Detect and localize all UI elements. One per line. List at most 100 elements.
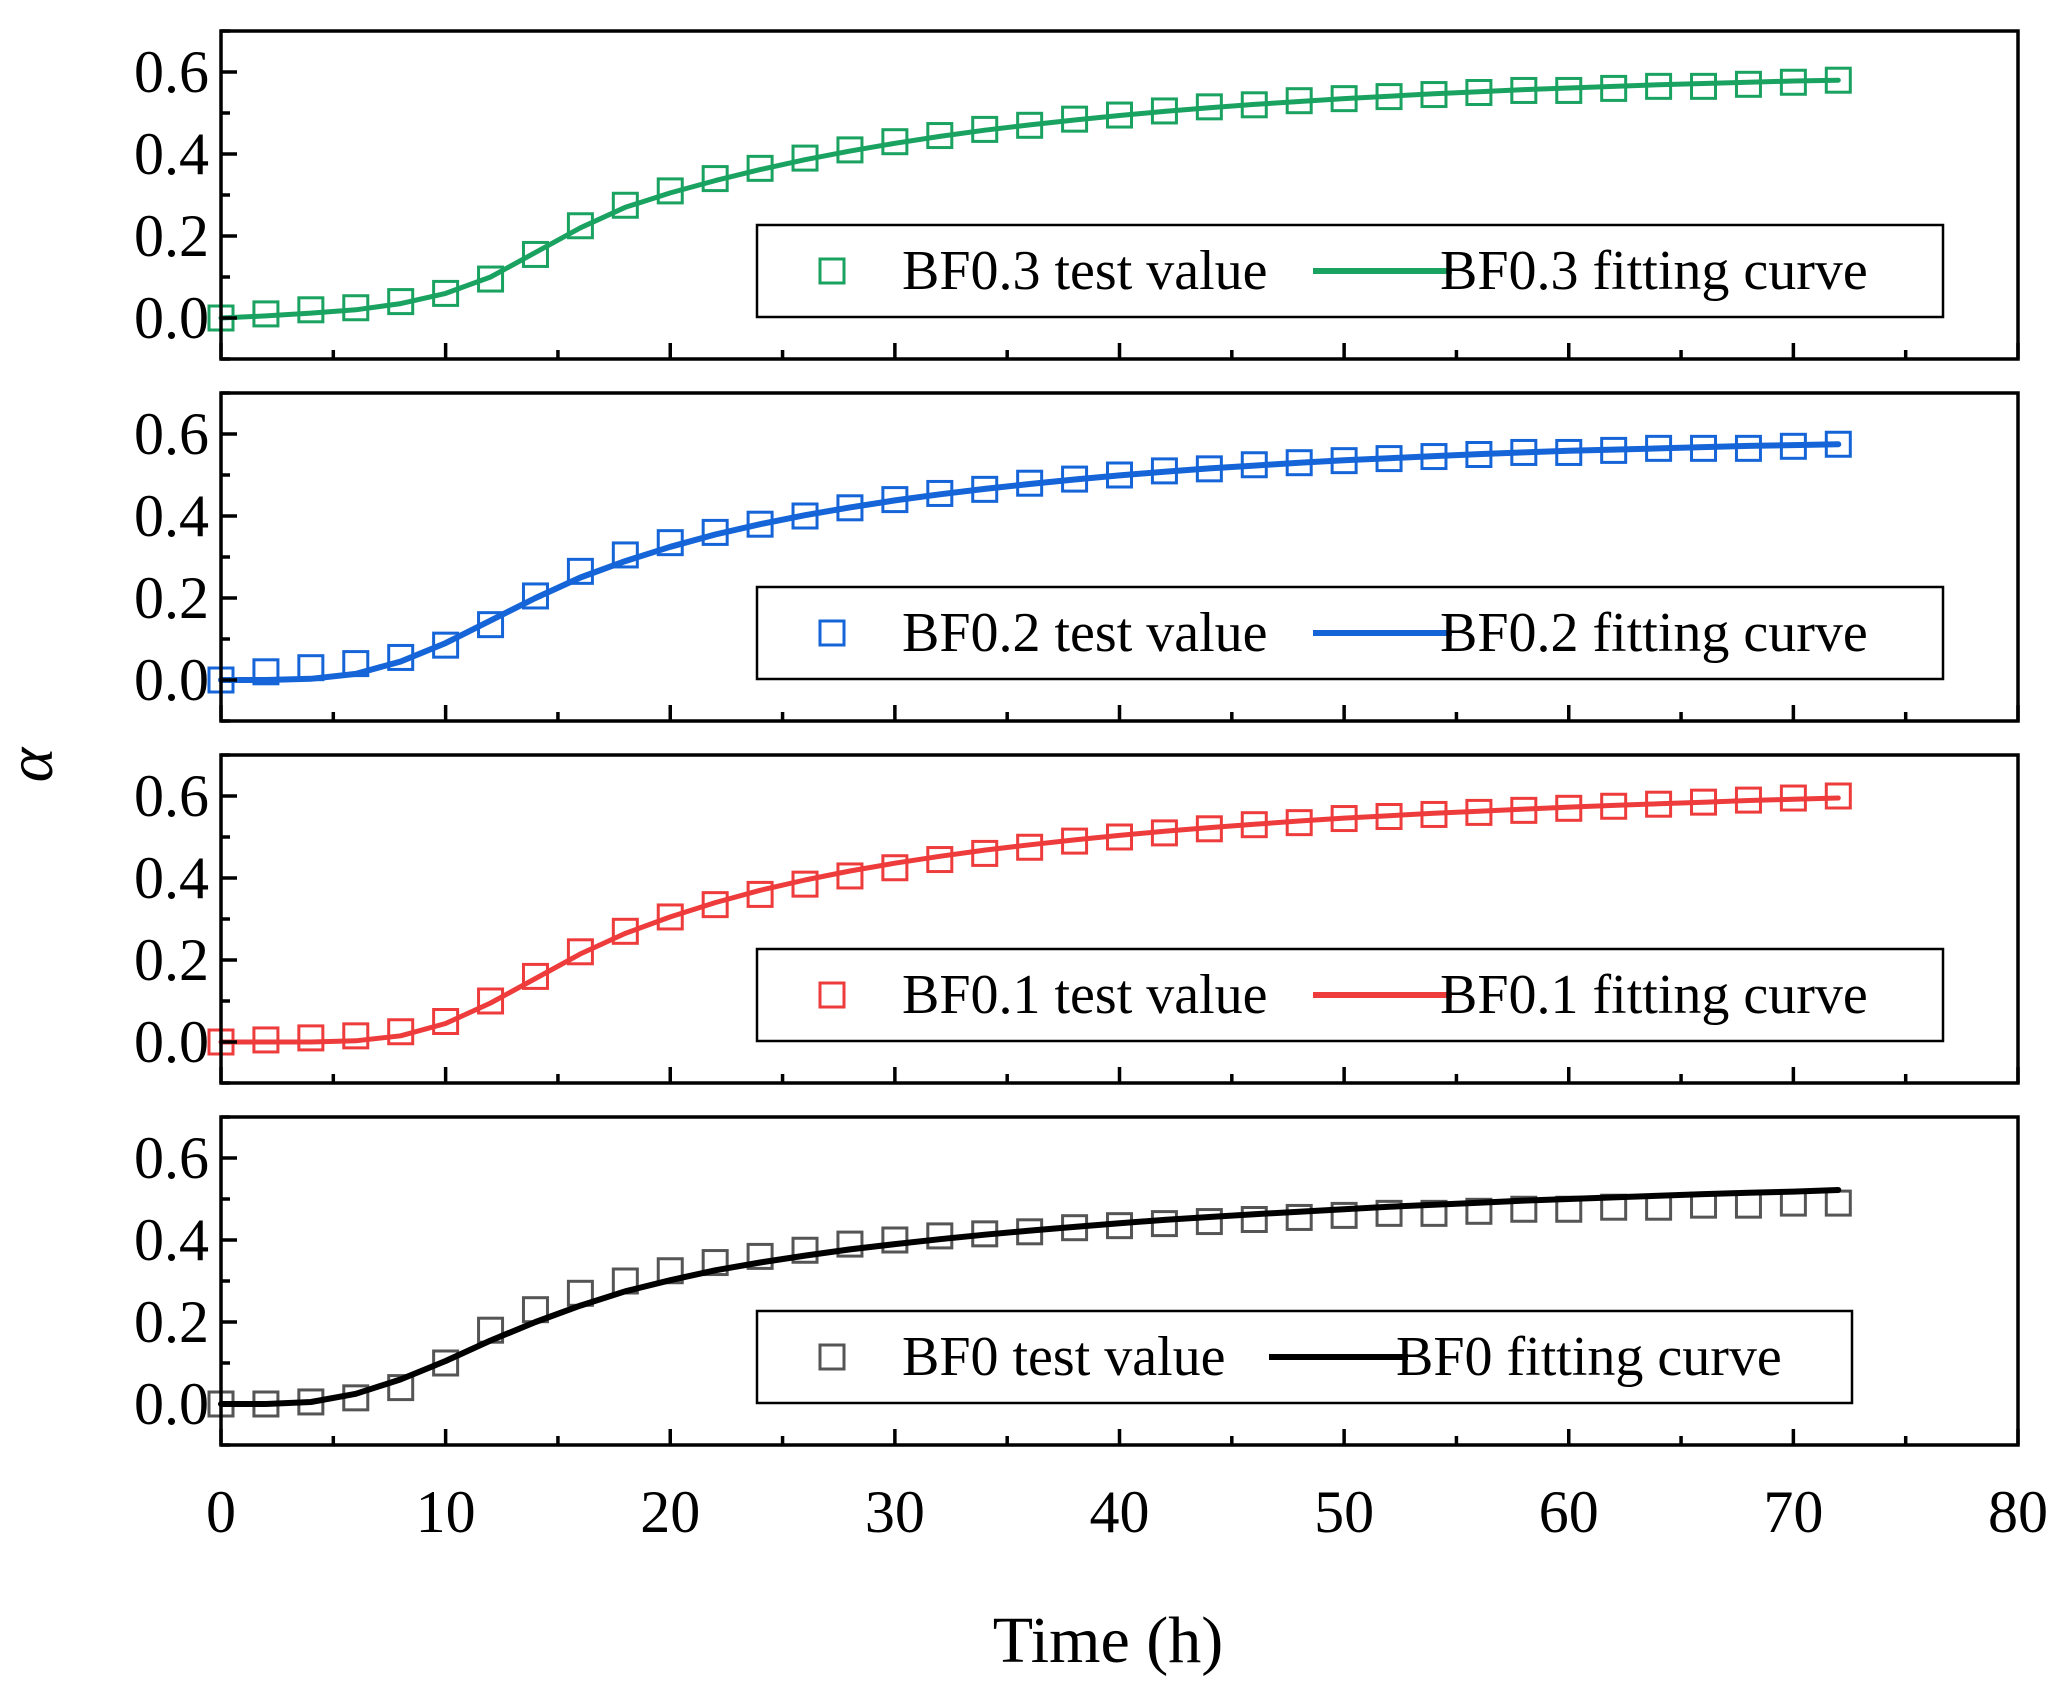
- bf03-test-marker: [387, 288, 415, 316]
- panel-bf02: 0.0 0.2 0.4 0.6 BF0.2 test value BF0.2 fitt…: [134, 391, 2020, 723]
- panel-bf03-legend: BF0.3 test value BF0.3 fitting curve: [755, 223, 1945, 319]
- y-tick-label: 0.2: [134, 927, 209, 993]
- y-tick-label: 0.4: [134, 121, 209, 187]
- bf01-test-marker: [926, 846, 954, 874]
- bf0-test-marker: [1510, 1195, 1538, 1223]
- bf0-test-marker: [1375, 1199, 1403, 1227]
- y-tick-label: 0.2: [134, 203, 209, 269]
- x-axis-tick-labels: 0 10 20 30 40 50 60 70 80: [206, 1479, 2048, 1545]
- y-tick-label: 0.6: [134, 1125, 209, 1191]
- legend-test-label: BF0.2 test value: [902, 602, 1268, 664]
- bf03-fitting-curve: [218, 77, 1841, 321]
- y-tick-label: 0.0: [134, 285, 209, 351]
- bf03-test-marker: [971, 115, 999, 143]
- bf01-test-marker: [387, 1018, 415, 1046]
- panel-bf03-ticks: 0.0 0.2 0.4 0.6: [134, 29, 2020, 361]
- panel-bf01-ticks: 0.0 0.2 0.4 0.6: [134, 753, 2020, 1085]
- bf03-test-marker: [656, 177, 684, 205]
- legend-test-label: BF0.3 test value: [902, 240, 1268, 302]
- panel-bf02-series: [207, 430, 1852, 694]
- y-axis-title: α: [0, 746, 67, 782]
- bf01-test-marker: [252, 1026, 280, 1054]
- bf01-test-marker: [1285, 809, 1313, 837]
- bf03-test-marker: [791, 144, 819, 172]
- bf01-test-marker: [521, 962, 549, 990]
- panel-bf0-legend: BF0 test value BF0 fitting curve: [755, 1309, 1854, 1405]
- bf01-test-marker: [1195, 815, 1223, 843]
- bf03-test-marker: [1375, 83, 1403, 111]
- bf03-test-marker: [521, 240, 549, 268]
- y-tick-label: 0.6: [134, 763, 209, 829]
- bf01-test-marker: [971, 839, 999, 867]
- bf01-test-marker: [1240, 811, 1268, 839]
- bf0-test-marker: [836, 1230, 864, 1258]
- bf03-test-marker: [926, 122, 954, 150]
- bf01-test-marker: [1016, 833, 1044, 861]
- bf0-test-marker: [791, 1236, 819, 1264]
- bf01-test-marker: [746, 880, 774, 908]
- legend-marker-test: [818, 981, 846, 1009]
- bf01-test-marker: [611, 917, 639, 945]
- panel-bf0: 0.0 0.2 0.4 0.6 BF0 test value BF0 fitting …: [134, 1115, 2020, 1447]
- x-tick-label: 20: [640, 1479, 700, 1545]
- bf01-test-marker: [881, 854, 909, 882]
- bf03-test-marker: [1734, 70, 1762, 98]
- bf01-test-marker: [1150, 819, 1178, 847]
- bf01-test-marker: [701, 891, 729, 919]
- x-tick-label: 30: [865, 1479, 925, 1545]
- bf03-test-marker: [1195, 93, 1223, 121]
- bf01-test-marker: [1061, 827, 1089, 855]
- x-tick-label: 80: [1988, 1479, 2048, 1545]
- legend-test-label: BF0.1 test value: [902, 964, 1268, 1026]
- bf01-fitting-curve: [218, 795, 1841, 1045]
- y-tick-label: 0.4: [134, 1207, 209, 1273]
- bf03-test-marker: [1645, 72, 1673, 100]
- x-tick-label: 60: [1539, 1479, 1599, 1545]
- y-tick-label: 0.6: [134, 39, 209, 105]
- x-tick-label: 40: [1090, 1479, 1150, 1545]
- legend-marker-test: [818, 1343, 846, 1371]
- x-tick-label: 0: [206, 1479, 236, 1545]
- bf01-test-marker: [791, 870, 819, 898]
- bf01-test-marker: [477, 987, 505, 1015]
- bf03-test-marker: [881, 128, 909, 156]
- panel-bf01: 0.0 0.2 0.4 0.6 BF0.1 test value BF0.1 fitt…: [134, 753, 2020, 1085]
- bf03-test-marker: [1510, 76, 1538, 104]
- bf03-test-marker: [1240, 91, 1268, 119]
- bf0-test-marker: [1330, 1201, 1358, 1229]
- y-tick-label: 0.2: [134, 1289, 209, 1355]
- bf03-test-marker: [1600, 74, 1628, 102]
- x-tick-label: 50: [1314, 1479, 1374, 1545]
- bf02-test-marker: [252, 658, 280, 686]
- y-tick-label: 0.0: [134, 647, 209, 713]
- bf03-test-marker: [1330, 85, 1358, 113]
- y-tick-label: 0.2: [134, 565, 209, 631]
- bf02-test-marker: [521, 582, 549, 610]
- legend-fit-label: BF0.3 fitting curve: [1440, 240, 1868, 302]
- legend-test-label: BF0 test value: [902, 1326, 1226, 1388]
- bf03-test-marker: [432, 279, 460, 307]
- bf03-test-marker: [1150, 97, 1178, 125]
- bf01-test-marker: [1645, 790, 1673, 818]
- bf03-test-marker: [836, 136, 864, 164]
- bf0-test-marker: [1240, 1206, 1268, 1233]
- bf01-test-marker: [297, 1024, 325, 1052]
- bf03-test-marker: [1420, 81, 1448, 109]
- y-tick-label: 0.4: [134, 483, 209, 549]
- bf03-test-marker: [342, 294, 370, 322]
- x-axis-title: Time (h): [993, 1604, 1223, 1677]
- bf03-test-marker: [1555, 76, 1583, 104]
- bf03-test-marker: [1285, 87, 1313, 115]
- x-tick-label: 10: [416, 1479, 476, 1545]
- y-tick-label: 0.4: [134, 845, 209, 911]
- bf01-test-marker: [342, 1022, 370, 1050]
- y-tick-label: 0.6: [134, 401, 209, 467]
- bf01-test-marker: [566, 938, 594, 966]
- panel-bf0-ticks: 0.0 0.2 0.4 0.6: [134, 1115, 2020, 1447]
- bf03-test-marker: [252, 300, 280, 328]
- bf01-test-marker: [432, 1008, 460, 1035]
- panel-bf02-ticks: 0.0 0.2 0.4 0.6: [134, 391, 2020, 723]
- bf03-test-marker: [1824, 66, 1852, 94]
- panel-bf01-series: [207, 782, 1852, 1056]
- bf01-test-marker: [1555, 794, 1583, 822]
